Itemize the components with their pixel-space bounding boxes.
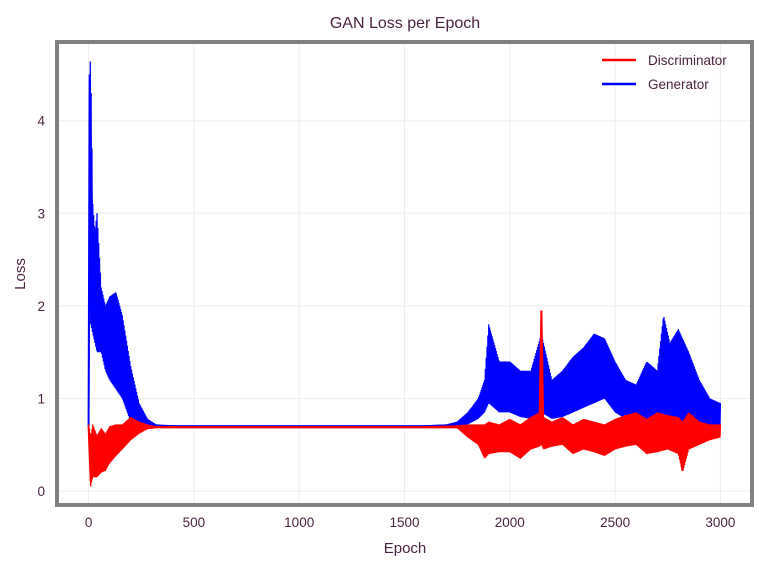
x-tick-label: 1500 [389, 515, 419, 530]
x-tick-label: 2000 [495, 515, 525, 530]
y-tick-label: 3 [37, 206, 45, 221]
legend-label-discriminator: Discriminator [648, 53, 727, 68]
series-line-discriminator [87, 310, 721, 482]
y-tick-label: 0 [37, 484, 45, 499]
x-tick-label: 2500 [600, 515, 630, 530]
x-axis-ticks: 0 500 1000 1500 2000 2500 3000 [85, 515, 736, 530]
x-tick-label: 3000 [705, 515, 735, 530]
plot-frame [55, 40, 754, 507]
y-axis-label: Loss [12, 258, 29, 290]
x-tick-label: 0 [85, 515, 93, 530]
legend: Discriminator Generator [602, 53, 727, 92]
y-tick-label: 1 [37, 392, 45, 407]
x-axis-label: Epoch [384, 540, 427, 557]
series-line-generator [87, 74, 721, 428]
series-generator [87, 61, 722, 428]
grid [57, 42, 752, 505]
y-tick-label: 4 [37, 114, 45, 129]
y-tick-label: 2 [37, 299, 45, 314]
y-axis-ticks: 0 1 2 3 4 [37, 114, 45, 499]
series-discriminator [87, 310, 722, 487]
x-tick-label: 500 [183, 515, 206, 530]
plot-series [87, 61, 722, 487]
legend-label-generator: Generator [648, 77, 709, 92]
chart-title: GAN Loss per Epoch [330, 15, 480, 32]
x-tick-label: 1000 [284, 515, 314, 530]
